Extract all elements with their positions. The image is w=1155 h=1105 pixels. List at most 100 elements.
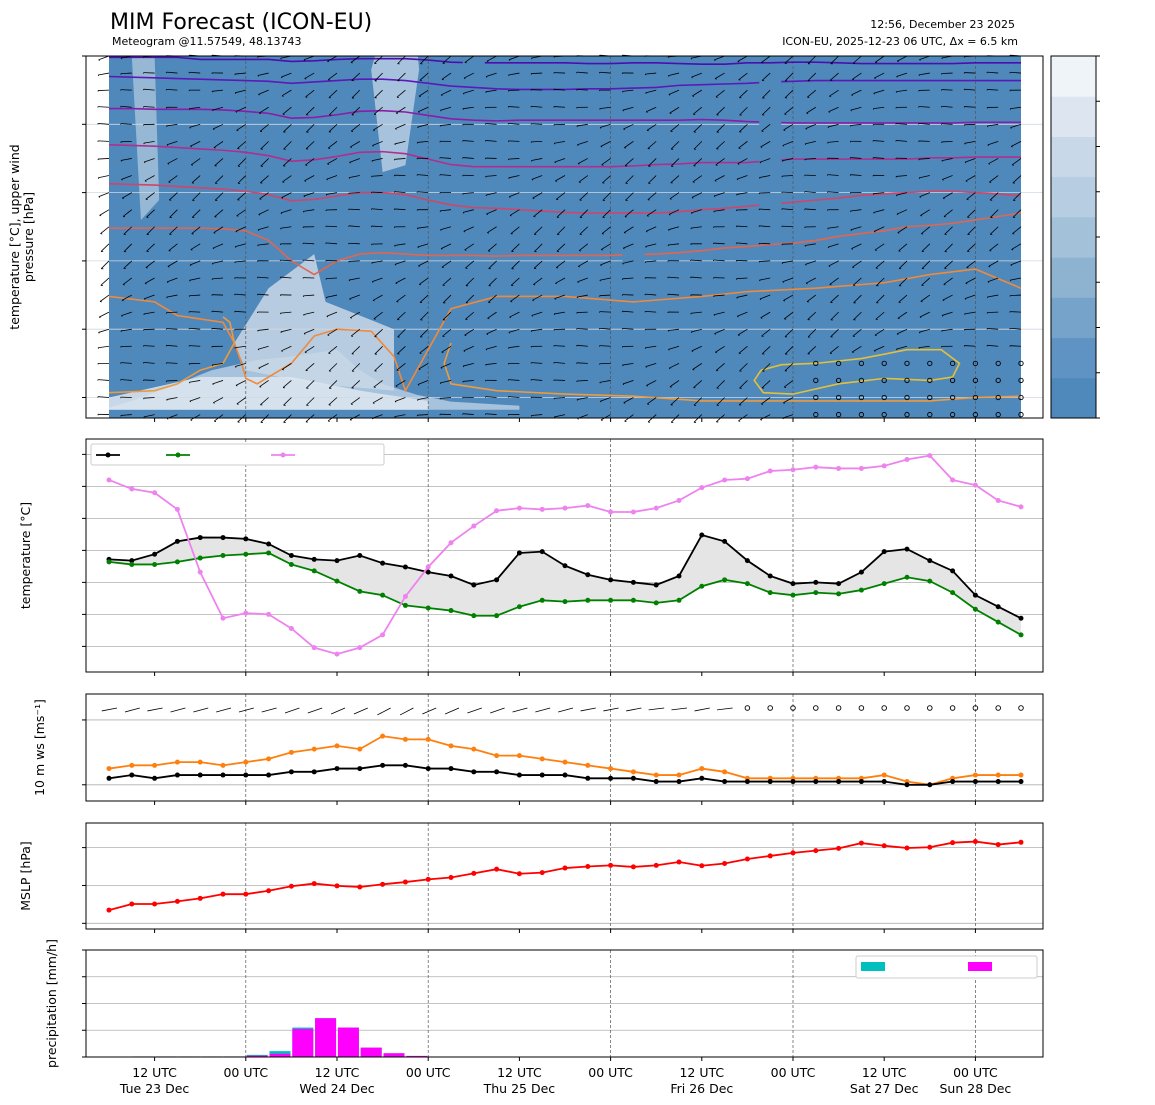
temp-point	[744, 558, 750, 564]
wind-barb-flag	[212, 128, 215, 131]
wind-barb	[602, 175, 611, 184]
wind-point	[425, 766, 431, 772]
wind-barb	[440, 106, 452, 111]
wind-barb	[759, 294, 771, 300]
temp-point	[380, 560, 386, 566]
wind-point	[722, 779, 728, 785]
wind-barb	[166, 140, 178, 146]
wind-barb	[693, 124, 703, 133]
wind-barb	[624, 209, 634, 218]
mslp-point	[494, 866, 500, 872]
wind-barb	[257, 72, 269, 76]
temp-point	[585, 572, 591, 578]
wind-barb	[349, 294, 360, 300]
wind-barb	[898, 260, 908, 269]
model-info: ICON-EU, 2025-12-23 06 UTC, Δx = 6.5 km	[782, 35, 1018, 48]
wind-barb	[670, 123, 680, 132]
wind-barb	[394, 397, 406, 402]
temp-point	[334, 651, 340, 657]
wind-barb	[463, 89, 474, 94]
temp-point	[516, 604, 522, 610]
wind-barb	[556, 192, 566, 200]
isotherm-label-bg	[759, 197, 782, 212]
isotherm-label-bg	[462, 55, 485, 70]
snow-bar	[292, 1028, 314, 1057]
mslp-point	[471, 870, 477, 876]
wind-barb	[509, 209, 520, 216]
wind-barb-flag	[463, 350, 466, 352]
mslp-point	[129, 901, 135, 907]
wind-point	[494, 769, 500, 775]
time-tick-label: 00 UTC	[771, 1065, 816, 1080]
wind-barb	[918, 158, 930, 160]
wind-barb	[350, 141, 361, 148]
wind-barb	[599, 311, 611, 313]
wind-barb	[371, 158, 383, 162]
wind-barb-flag	[804, 143, 807, 146]
wind-barb-flag	[371, 160, 373, 162]
wind-barb	[874, 243, 885, 251]
wind-barb	[485, 175, 497, 177]
temp-point	[972, 482, 978, 488]
wind-barb	[918, 72, 930, 76]
wind-barb	[238, 707, 254, 713]
wind-ylabel: 10 m ws [ms⁻¹]	[32, 699, 47, 796]
temp-point	[995, 619, 1001, 625]
wind-barb	[967, 243, 976, 252]
wind-barb	[807, 72, 817, 82]
temp-point	[1018, 615, 1024, 621]
wind-point	[539, 772, 545, 778]
colorbar-segment	[1051, 337, 1096, 379]
wind-point	[676, 772, 682, 778]
wind-barb	[394, 243, 406, 246]
wind-barb	[784, 328, 794, 338]
wind-barb-flag	[371, 262, 373, 264]
wind-barb-calm	[858, 411, 865, 418]
wind-barb	[781, 175, 794, 177]
wind-barb	[235, 89, 246, 94]
wind-barb-flag	[759, 177, 761, 179]
wind-barb-calm	[904, 360, 910, 367]
wind-barb-flag	[531, 315, 533, 317]
wind-barb	[578, 175, 589, 183]
wind-barb	[214, 175, 224, 184]
wind-barb-flag	[690, 212, 693, 214]
wind-barb	[282, 175, 292, 183]
temp-point	[744, 476, 750, 482]
wind-barb	[965, 175, 976, 182]
wind-point	[995, 779, 1001, 785]
wind-barb-calm	[904, 377, 910, 384]
temp-point	[881, 463, 887, 469]
temp-point	[402, 602, 408, 608]
temp-point	[266, 541, 272, 547]
wind-barb	[234, 345, 246, 349]
snow-bar	[246, 1055, 268, 1057]
precip-legend	[855, 955, 1038, 979]
temp-point	[266, 611, 272, 617]
temp-point	[494, 613, 500, 619]
wind-barb-flag	[212, 247, 215, 250]
wind-barb	[304, 175, 315, 182]
temp-point	[197, 569, 203, 575]
wind-point	[357, 746, 363, 752]
wind-point	[927, 782, 933, 788]
wind-barb	[351, 72, 361, 81]
wind-barb-flag	[532, 197, 535, 200]
temp-point	[904, 456, 910, 462]
wind-barb	[166, 294, 178, 298]
wind-barb	[828, 106, 839, 113]
wind-point	[243, 772, 249, 778]
wind-barb-flag	[1010, 264, 1013, 267]
wind-barb	[942, 192, 953, 199]
wind-barb	[761, 55, 771, 63]
wind-barb	[761, 328, 771, 337]
wind-barb-flag	[327, 163, 330, 165]
wind-barb	[371, 260, 383, 264]
wind-barb	[876, 277, 885, 286]
wind-barb-flag	[235, 230, 238, 233]
wind-barb	[234, 260, 246, 263]
wind-barb	[350, 328, 361, 337]
wind-point	[881, 772, 887, 778]
wind-point	[197, 772, 203, 778]
wind-barb	[465, 277, 475, 286]
